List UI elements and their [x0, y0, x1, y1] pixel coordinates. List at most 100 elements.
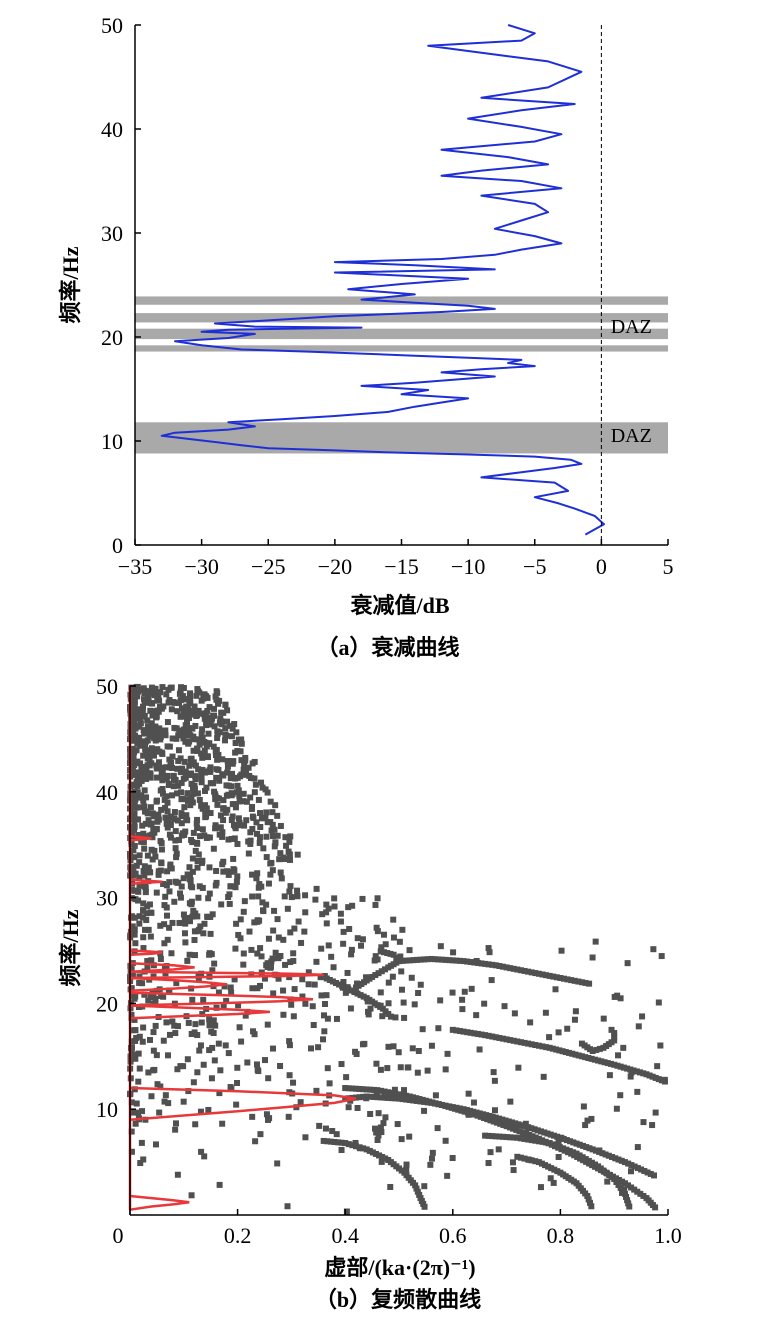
- b-scatter-point: [136, 804, 143, 811]
- b-scatter-point: [196, 1047, 203, 1054]
- b-scatter-point: [182, 722, 189, 729]
- b-scatter-point: [168, 865, 175, 872]
- b-scatter-point: [371, 957, 378, 964]
- b-scatter-point: [192, 773, 199, 780]
- b-scatter-point: [251, 789, 258, 796]
- b-curve-point: [393, 954, 400, 961]
- b-scatter-point: [224, 806, 231, 813]
- b-curve-point: [510, 1125, 517, 1132]
- b-scatter-point: [212, 825, 219, 832]
- b-curve-point: [485, 1032, 492, 1039]
- b-scatter-point: [150, 1029, 157, 1036]
- b-scatter-point: [649, 1122, 656, 1129]
- b-x-tick-label: 0.8: [547, 1223, 575, 1248]
- b-curve-point: [360, 1093, 367, 1100]
- b-curve-point: [506, 1124, 513, 1131]
- b-curve-point: [543, 972, 550, 979]
- b-scatter-point: [318, 992, 325, 999]
- b-scatter-point: [133, 862, 140, 869]
- b-scatter-point: [236, 1024, 243, 1031]
- b-scatter-point: [167, 813, 174, 820]
- b-scatter-point: [220, 868, 227, 875]
- b-curve-point: [626, 1203, 633, 1210]
- b-curve-point: [585, 1157, 592, 1164]
- b-scatter-point: [217, 1067, 224, 1074]
- b-curve-point: [553, 1142, 560, 1149]
- b-scatter-point: [136, 882, 143, 889]
- b-scatter-point: [167, 821, 174, 828]
- b-scatter-point: [363, 1095, 370, 1102]
- b-curve-point: [467, 1029, 474, 1036]
- b-scatter-point: [144, 964, 151, 971]
- b-scatter-point: [247, 829, 254, 836]
- b-scatter-point: [658, 953, 665, 960]
- b-scatter-point: [251, 775, 258, 782]
- b-scatter-point: [148, 700, 155, 707]
- b-scatter-point: [353, 1050, 360, 1057]
- b-curve-point: [503, 964, 510, 971]
- b-curve-point: [579, 1154, 586, 1161]
- b-scatter-point: [158, 846, 165, 853]
- b-scatter-point: [161, 921, 168, 928]
- b-curve-point: [549, 1045, 556, 1052]
- b-red-line-8: [129, 949, 163, 956]
- b-scatter-point: [213, 688, 220, 695]
- b-scatter-point: [226, 900, 233, 907]
- b-curve-point: [435, 956, 442, 963]
- b-curve-point: [614, 1062, 621, 1069]
- b-scatter-point: [232, 801, 239, 808]
- b-scatter-point: [269, 809, 276, 816]
- b-scatter-point: [558, 1134, 565, 1141]
- b-scatter-point: [198, 779, 205, 786]
- b-scatter-point: [465, 1111, 472, 1118]
- b-scatter-point: [206, 1047, 213, 1054]
- b-curve-point: [525, 1136, 532, 1143]
- b-curve-point: [458, 1107, 465, 1114]
- b-scatter-point: [199, 826, 206, 833]
- b-scatter-point: [144, 755, 151, 762]
- b-scatter-point: [286, 1042, 293, 1049]
- b-curve-0: [449, 1026, 668, 1085]
- b-curve-point: [559, 1048, 566, 1055]
- b-curve-point: [448, 1104, 455, 1111]
- b-scatter-point: [333, 1015, 340, 1022]
- b-scatter-point: [202, 768, 209, 775]
- b-scatter-point: [215, 989, 222, 996]
- b-scatter-point: [285, 1113, 292, 1120]
- b-scatter-point: [190, 747, 197, 754]
- b-scatter-point: [136, 973, 143, 980]
- a-x-axis-label: 衰减值/dB: [349, 593, 449, 618]
- b-scatter-point: [153, 798, 160, 805]
- b-scatter-point: [160, 764, 167, 771]
- b-curve-point: [492, 1034, 499, 1041]
- b-scatter-point: [352, 1139, 359, 1146]
- b-scatter-point: [168, 950, 175, 957]
- b-scatter-point: [141, 713, 148, 720]
- b-scatter-point: [170, 783, 177, 790]
- b-scatter-point: [153, 889, 160, 896]
- b-scatter-point: [650, 946, 657, 953]
- b-scatter-point: [253, 819, 260, 826]
- b-scatter-point: [411, 1001, 418, 1008]
- b-curve-point: [446, 957, 453, 964]
- b-scatter-point: [249, 985, 256, 992]
- b-scatter-point: [555, 1138, 562, 1145]
- b-scatter-point: [203, 693, 210, 700]
- b-scatter-point: [199, 734, 206, 741]
- b-scatter-point: [390, 916, 397, 923]
- b-scatter-point: [162, 727, 169, 734]
- b-curve-point: [500, 963, 507, 970]
- b-scatter-point: [237, 935, 244, 942]
- b-scatter-point: [163, 820, 170, 827]
- b-curve-point: [455, 1106, 462, 1113]
- b-curve-point: [329, 978, 336, 985]
- b-scatter-point: [173, 980, 180, 987]
- b-curve-point: [502, 1117, 509, 1124]
- b-scatter-point: [253, 875, 260, 882]
- a-x-tick-label: −20: [318, 554, 352, 579]
- b-scatter-point: [263, 833, 270, 840]
- b-scatter-point: [258, 953, 265, 960]
- b-curve-point: [342, 1095, 349, 1102]
- b-scatter-point: [201, 715, 208, 722]
